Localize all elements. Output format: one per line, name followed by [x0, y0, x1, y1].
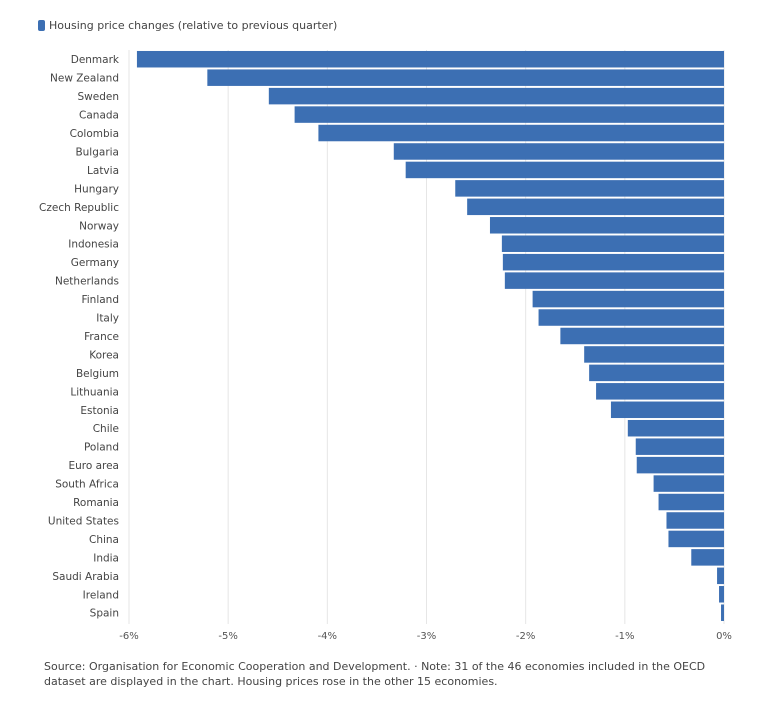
- bar-15: [560, 327, 724, 345]
- category-label-0: Denmark: [71, 54, 120, 66]
- category-label-23: South Africa: [55, 479, 119, 491]
- bar-11: [502, 253, 724, 271]
- category-label-30: Spain: [90, 608, 119, 620]
- category-label-5: Bulgaria: [75, 146, 119, 158]
- category-label-21: Poland: [84, 442, 119, 454]
- bar-3: [294, 106, 724, 123]
- footnote: Source: Organisation for Economic Cooper…: [44, 659, 744, 689]
- category-label-16: Korea: [89, 349, 119, 361]
- bar-24: [658, 493, 724, 511]
- category-label-26: China: [89, 534, 119, 546]
- category-label-17: Belgium: [76, 368, 119, 380]
- bar-17: [589, 364, 724, 382]
- bar-25: [666, 512, 724, 529]
- category-label-2: Sweden: [78, 91, 120, 103]
- bar-6: [405, 161, 724, 179]
- bar-26: [668, 530, 724, 548]
- bar-20: [627, 419, 724, 437]
- category-label-12: Netherlands: [55, 276, 119, 288]
- category-label-20: Chile: [93, 423, 119, 435]
- category-label-10: Indonesia: [68, 239, 119, 251]
- x-tick-label-1: -5%: [218, 631, 237, 642]
- bar-21: [635, 438, 724, 455]
- bar-10: [501, 235, 724, 252]
- bar-14: [538, 309, 724, 326]
- bar-28: [717, 567, 724, 585]
- bar-9: [489, 217, 724, 234]
- bar-0: [136, 50, 724, 68]
- legend: Housing price changes (relative to previ…: [38, 15, 337, 35]
- category-label-13: Finland: [81, 294, 119, 306]
- category-label-3: Canada: [79, 110, 119, 122]
- category-label-18: Lithuania: [70, 386, 119, 398]
- category-label-8: Czech Republic: [39, 202, 119, 214]
- bar-1: [207, 69, 724, 86]
- x-tick-label-6: 0%: [716, 631, 732, 642]
- bar-5: [393, 143, 724, 160]
- category-label-14: Italy: [96, 313, 119, 325]
- x-tick-label-0: -6%: [119, 631, 138, 642]
- category-label-25: United States: [48, 515, 119, 527]
- bar-29: [719, 586, 724, 603]
- legend-label: Housing price changes (relative to previ…: [49, 18, 338, 32]
- bar-12: [504, 272, 724, 289]
- x-tick-label-2: -4%: [318, 631, 337, 642]
- bar-16: [584, 346, 724, 363]
- bar-7: [455, 180, 724, 197]
- category-label-28: Saudi Arabia: [52, 571, 119, 583]
- category-label-4: Colombia: [70, 128, 119, 140]
- category-label-9: Norway: [79, 220, 119, 232]
- bar-8: [467, 198, 724, 216]
- footnote-line-2: dataset are displayed in the chart. Hous…: [44, 675, 498, 688]
- bar-4: [318, 124, 724, 142]
- bar-30: [721, 604, 724, 621]
- category-label-1: New Zealand: [50, 73, 119, 85]
- category-label-6: Latvia: [87, 165, 119, 177]
- footnote-line-1: Source: Organisation for Economic Cooper…: [44, 660, 706, 673]
- bar-2: [268, 87, 724, 105]
- x-tick-label-4: -2%: [516, 631, 535, 642]
- category-label-24: Romania: [73, 497, 119, 509]
- category-label-22: Euro area: [68, 460, 119, 472]
- category-label-11: Germany: [71, 257, 119, 269]
- bar-19: [610, 401, 724, 419]
- category-label-15: France: [84, 331, 119, 343]
- legend-swatch: [38, 19, 45, 31]
- bar-18: [596, 383, 724, 400]
- category-label-27: India: [93, 552, 119, 564]
- bar-13: [532, 290, 724, 308]
- x-tick-label-3: -3%: [417, 631, 436, 642]
- category-label-29: Ireland: [83, 589, 119, 601]
- category-label-19: Estonia: [80, 405, 119, 417]
- bar-22: [636, 456, 724, 474]
- bar-27: [691, 549, 724, 566]
- bar-23: [653, 475, 724, 492]
- x-tick-label-5: -1%: [615, 631, 634, 642]
- category-label-7: Hungary: [74, 183, 119, 195]
